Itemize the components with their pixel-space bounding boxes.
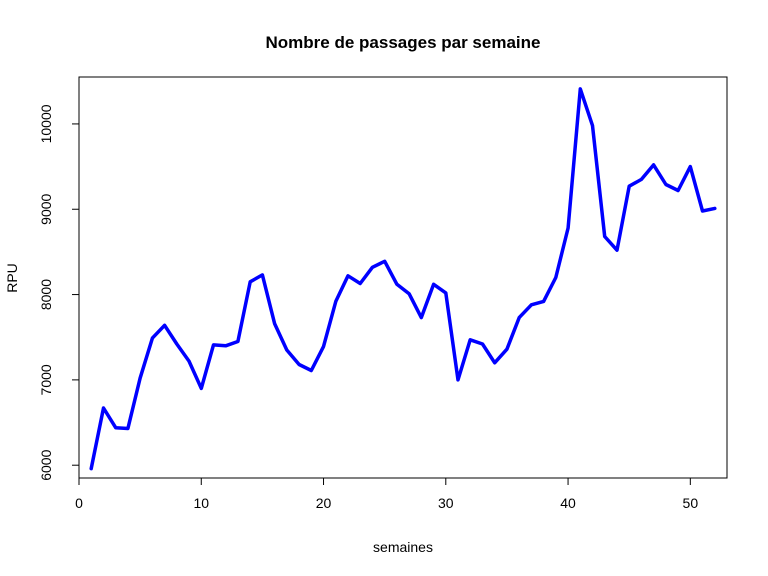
series-layer [89, 87, 717, 471]
x-tick-label: 20 [316, 495, 332, 511]
x-tick-label: 30 [438, 495, 454, 511]
y-tick-label: 9000 [38, 193, 54, 224]
y-tick-label: 10000 [38, 104, 54, 143]
chart-title: Nombre de passages par semaine [266, 33, 541, 52]
x-tick-label: 10 [193, 495, 209, 511]
x-axis: 0 10 20 30 40 50 [75, 477, 699, 511]
x-tick-label: 0 [75, 495, 83, 511]
y-tick-label: 8000 [38, 279, 54, 310]
series-line [89, 87, 717, 471]
y-tick-label: 6000 [38, 449, 54, 480]
y-axis-title: RPU [4, 263, 20, 293]
y-tick-label: 7000 [38, 364, 54, 395]
x-axis-title: semaines [373, 539, 433, 555]
y-axis: 6000 7000 8000 9000 10000 [38, 104, 80, 481]
x-tick-label: 40 [560, 495, 576, 511]
x-tick-label: 50 [683, 495, 699, 511]
plot-frame [78, 76, 728, 479]
